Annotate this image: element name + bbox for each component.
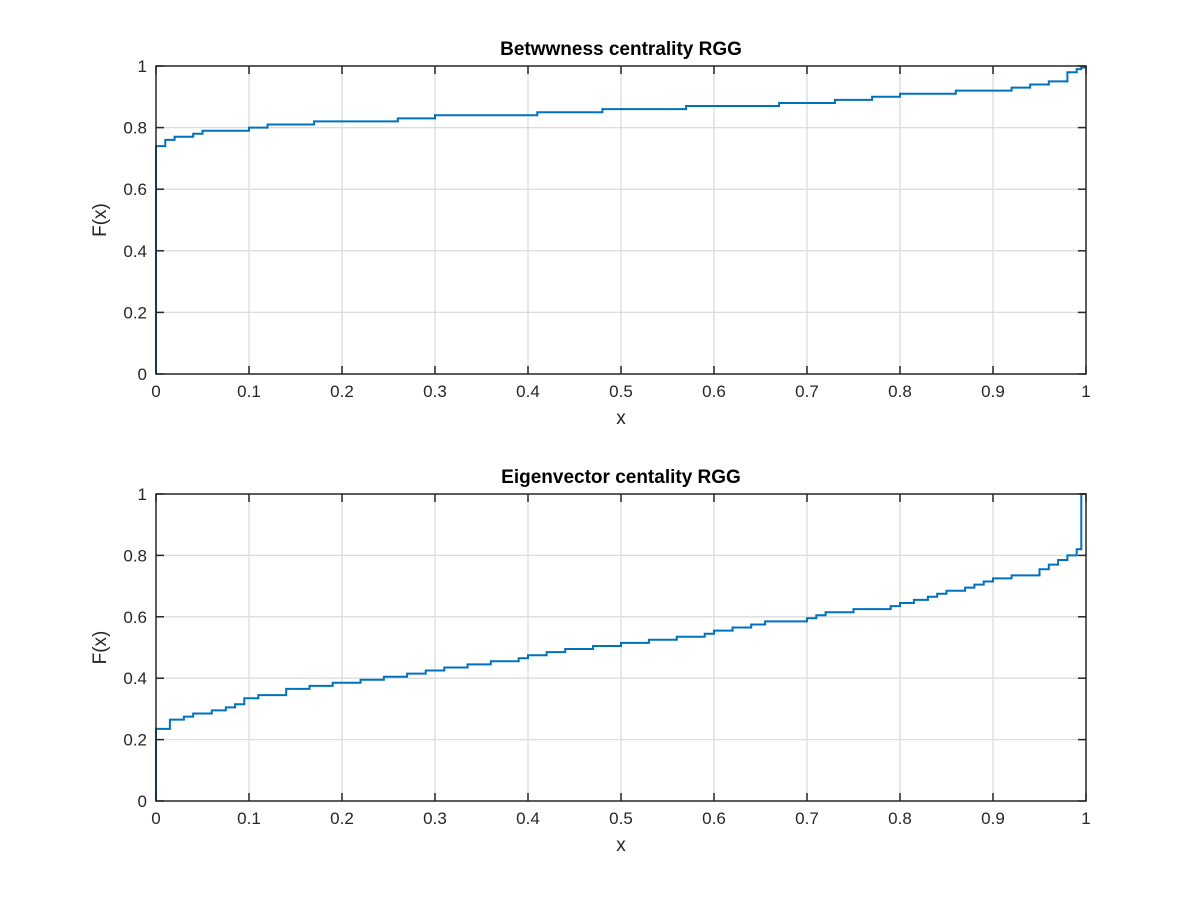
x-tick-label: 0.9 [981,382,1005,401]
x-tick-label: 0.1 [237,382,261,401]
y-axis-label: F(x) [90,631,111,665]
series-line [155,493,1086,801]
series-line [155,66,1087,374]
y-tick-label: 0.4 [123,242,147,261]
x-tick-label: 0.6 [702,809,726,828]
subplot-1: 0 0.1 0.2 0.3 0.4 0.5 0.6 0.7 0.8 0.9 1 0 0.2 0.4 0.6 0… [90,39,1091,429]
x-tick-label: 0.2 [330,809,354,828]
x-tick-label: 0.8 [888,382,912,401]
y-tick-label: 0.2 [123,731,147,750]
x-tick-label: 0.8 [888,809,912,828]
x-axis-label: x [616,408,626,429]
x-tick-label: 0 [151,382,160,401]
y-tick-label: 0.2 [123,303,147,322]
x-tick-label: 0.7 [795,382,819,401]
x-tick-label: 0.9 [981,809,1005,828]
x-tick-label: 0.5 [609,382,633,401]
x-tick-label: 0.3 [423,809,447,828]
x-tick-label: 0.2 [330,382,354,401]
y-tick-label: 0.6 [123,608,147,627]
x-tick-label: 0.3 [423,382,447,401]
y-tick-label: 0.8 [123,546,147,565]
x-tick-label: 0.6 [702,382,726,401]
chart-title: Eigenvector centality RGG [501,467,741,488]
y-tick-label: 1 [138,57,147,76]
x-tick-label: 0.5 [609,809,633,828]
chart-title: Betwwness centrality RGG [500,39,742,60]
y-tick-label: 0 [138,792,147,811]
x-tick-label: 1 [1081,809,1090,828]
y-tick-label: 0.4 [123,669,147,688]
x-tick-label: 0.4 [516,809,540,828]
y-tick-label: 0.6 [123,180,147,199]
x-tick-label: 1 [1081,382,1090,401]
y-tick-label: 0 [138,365,147,384]
x-tick-label: 0.7 [795,809,819,828]
x-tick-label: 0.4 [516,382,540,401]
y-axis-label: F(x) [90,203,111,237]
subplot-2: 0 0.1 0.2 0.3 0.4 0.5 0.6 0.7 0.8 0.9 1 0 0.2 0.4 0.6 0… [90,467,1091,856]
x-tick-label: 0.1 [237,809,261,828]
x-axis-label: x [616,835,626,856]
y-tick-label: 1 [138,485,147,504]
plots: 0 0.1 0.2 0.3 0.4 0.5 0.6 0.7 0.8 0.9 1 0 0.2 0.4 0.6 0… [90,39,1091,856]
y-tick-label: 0.8 [123,119,147,138]
x-tick-label: 0 [151,809,160,828]
